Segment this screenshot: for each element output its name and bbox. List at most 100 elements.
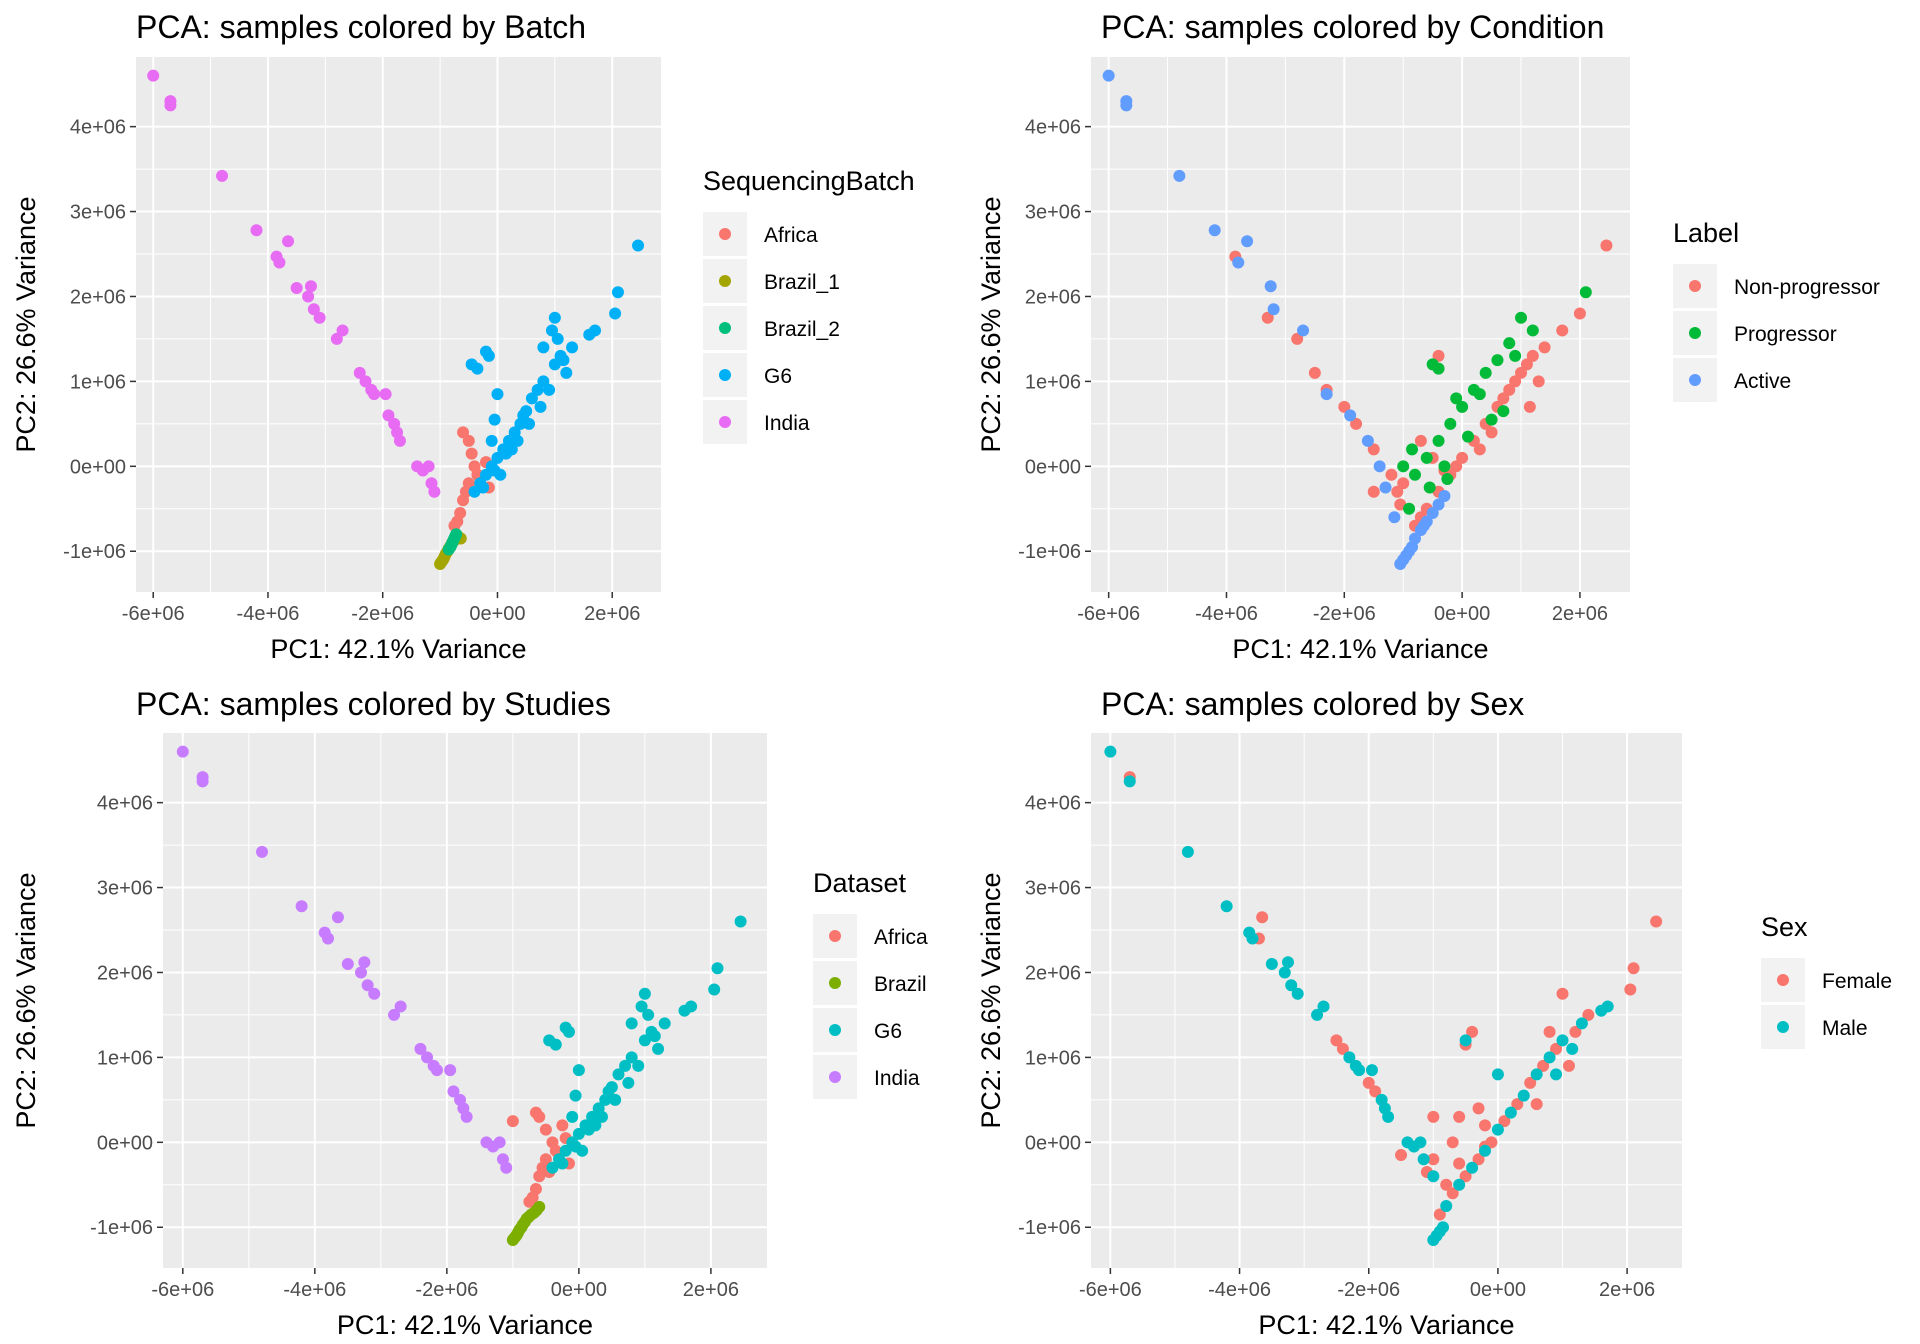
data-point [523, 417, 536, 430]
chart-panel: PCA: samples colored by Studies -6e+06 -4e… [11, 686, 928, 1340]
y-tick-label: 0e+00 [1025, 456, 1081, 478]
chart-title: PCA: samples colored by Batch [136, 9, 586, 45]
data-point [652, 1042, 665, 1055]
data-point [493, 1136, 506, 1149]
data-point [1497, 405, 1510, 418]
data-point [1453, 1178, 1466, 1191]
data-point [1550, 1042, 1563, 1055]
data-point [1367, 443, 1380, 456]
data-point [250, 224, 263, 237]
data-point [1104, 745, 1117, 758]
data-point [1350, 417, 1363, 430]
y-tick-label: 1e+06 [1025, 371, 1081, 393]
data-point [447, 1085, 460, 1098]
data-point [1456, 400, 1469, 413]
y-tick-label: 4e+06 [97, 793, 153, 815]
data-point [1420, 451, 1433, 464]
y-tick-label: 2e+06 [97, 962, 153, 984]
legend-label: Brazil_2 [764, 318, 840, 341]
data-point [1278, 966, 1291, 979]
x-axis-label: PC1: 42.1% Variance [270, 634, 526, 664]
data-point [1503, 383, 1516, 396]
legend-marker [1777, 1021, 1789, 1033]
data-point [1297, 324, 1310, 337]
legend-label: India [874, 1067, 920, 1090]
y-tick-label: 4e+06 [1025, 793, 1081, 815]
data-point [379, 388, 392, 401]
data-point [1432, 349, 1445, 362]
data-point [358, 956, 371, 969]
legend-label: Brazil [874, 973, 927, 996]
x-axis-label: PC1: 42.1% Variance [337, 1310, 593, 1340]
legend-label: Female [1822, 970, 1892, 993]
data-point [1102, 69, 1115, 82]
legend-label: G6 [764, 365, 792, 388]
x-tick-label: -4e+06 [237, 603, 300, 625]
data-point [1232, 256, 1245, 269]
plot-panel [1091, 733, 1682, 1268]
data-point [1173, 169, 1186, 182]
data-point [1524, 1076, 1537, 1089]
data-point [1479, 1119, 1491, 1132]
data-point [1569, 1025, 1582, 1038]
data-point [1394, 557, 1407, 570]
data-point [1543, 1025, 1556, 1038]
y-tick-label: 0e+00 [97, 1132, 153, 1154]
data-point [1403, 502, 1416, 515]
data-point [500, 1161, 513, 1174]
data-point [602, 1085, 615, 1098]
data-point [1423, 481, 1436, 494]
data-point [533, 1110, 546, 1123]
data-point [480, 345, 492, 358]
data-point [506, 1115, 519, 1128]
data-point [537, 375, 550, 388]
data-point [1627, 962, 1640, 975]
data-point [1444, 417, 1457, 430]
data-point [282, 235, 295, 248]
x-tick-label: -2e+06 [415, 1279, 478, 1301]
data-point [1491, 1068, 1504, 1081]
data-point [368, 987, 381, 1000]
data-point [572, 1127, 585, 1140]
data-point [1473, 388, 1486, 401]
chart-title: PCA: samples colored by Sex [1101, 686, 1524, 722]
data-point [625, 1017, 638, 1030]
data-point [428, 485, 441, 498]
legend-label: Progressor [1734, 323, 1837, 346]
data-point [444, 1064, 457, 1077]
data-point [1414, 434, 1427, 447]
data-point [1479, 1144, 1491, 1157]
data-point [450, 528, 463, 541]
y-axis-label: PC2: 26.6% Variance [11, 196, 41, 452]
data-point [1320, 388, 1333, 401]
chart-title: PCA: samples colored by Condition [1101, 9, 1604, 45]
data-point [176, 745, 189, 758]
data-point [1466, 1025, 1479, 1038]
x-tick-label: -6e+06 [1077, 603, 1140, 625]
data-point [1427, 1153, 1440, 1166]
data-point [1369, 1085, 1382, 1098]
data-point [1485, 426, 1498, 439]
data-point [1456, 451, 1469, 464]
x-tick-label: -6e+06 [122, 603, 185, 625]
data-point [1123, 775, 1136, 788]
x-tick-label: 2e+06 [683, 1279, 739, 1301]
data-point [511, 434, 524, 447]
data-point [1391, 485, 1404, 498]
data-point [548, 311, 561, 324]
data-point [534, 400, 547, 413]
data-point [632, 1059, 645, 1072]
data-point [539, 1123, 552, 1136]
data-point [1417, 1153, 1430, 1166]
x-tick-label: 0e+00 [1434, 603, 1490, 625]
data-point [1432, 362, 1445, 375]
legend-title: Label [1673, 218, 1739, 248]
data-point [1264, 280, 1277, 293]
data-point [1537, 1059, 1550, 1072]
data-point [609, 307, 622, 320]
y-tick-label: 0e+00 [1025, 1132, 1081, 1154]
x-tick-label: -4e+06 [283, 1279, 346, 1301]
data-point [1472, 1102, 1485, 1115]
data-point [1485, 413, 1498, 426]
data-point [1504, 1106, 1517, 1119]
